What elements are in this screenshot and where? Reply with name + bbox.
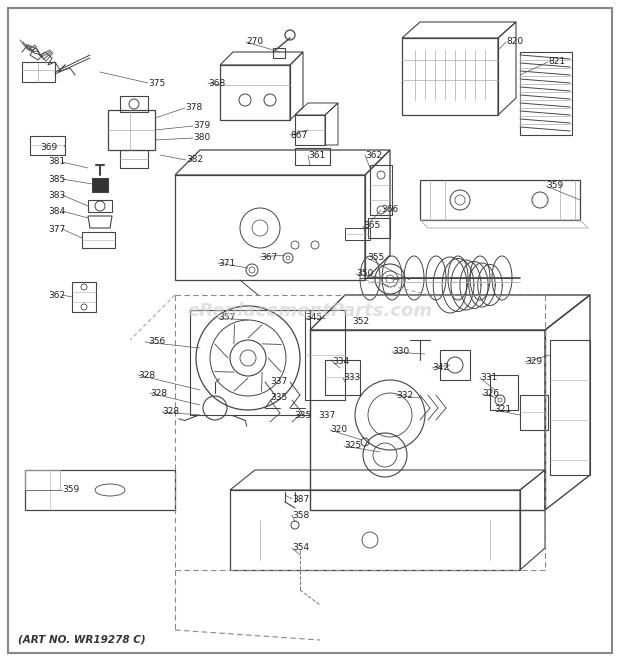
Text: 378: 378 xyxy=(185,104,202,112)
Text: 270: 270 xyxy=(246,38,263,46)
Text: 335: 335 xyxy=(270,393,287,403)
Text: 356: 356 xyxy=(148,338,166,346)
Text: 337: 337 xyxy=(318,412,335,420)
Text: 362: 362 xyxy=(365,151,382,159)
Text: 331: 331 xyxy=(480,373,497,383)
Text: 368: 368 xyxy=(208,79,225,87)
Text: 326: 326 xyxy=(482,389,499,399)
Text: 345: 345 xyxy=(305,313,322,323)
Text: 358: 358 xyxy=(292,510,309,520)
Text: 359: 359 xyxy=(62,485,79,494)
Text: 362: 362 xyxy=(48,290,65,299)
Text: 366: 366 xyxy=(381,206,398,215)
Text: 382: 382 xyxy=(186,155,203,165)
Text: 867: 867 xyxy=(290,130,308,139)
Text: 342: 342 xyxy=(432,364,449,373)
Text: 321: 321 xyxy=(494,405,511,414)
Text: 325: 325 xyxy=(344,442,361,451)
Text: 334: 334 xyxy=(332,356,349,366)
Text: 337: 337 xyxy=(270,377,287,385)
Text: 385: 385 xyxy=(48,175,65,184)
Text: 380: 380 xyxy=(193,134,210,143)
Text: 355: 355 xyxy=(367,254,384,262)
Text: 354: 354 xyxy=(292,543,309,553)
Text: 820: 820 xyxy=(506,38,523,46)
Text: 330: 330 xyxy=(392,348,409,356)
Text: 333: 333 xyxy=(343,373,360,383)
Polygon shape xyxy=(92,178,108,192)
Text: 379: 379 xyxy=(193,122,210,130)
Text: 361: 361 xyxy=(308,151,326,159)
Text: 328: 328 xyxy=(162,407,179,416)
Text: 352: 352 xyxy=(352,317,369,327)
Text: 369: 369 xyxy=(40,143,57,151)
Text: 332: 332 xyxy=(396,391,413,399)
Text: 367: 367 xyxy=(260,253,277,262)
Text: 375: 375 xyxy=(148,79,166,87)
Text: 381: 381 xyxy=(48,157,65,167)
Text: 328: 328 xyxy=(138,371,155,379)
Text: 357: 357 xyxy=(218,313,235,323)
Text: 359: 359 xyxy=(546,182,563,190)
Text: eReplacementParts.com: eReplacementParts.com xyxy=(187,301,433,319)
Text: (ART NO. WR19278 C): (ART NO. WR19278 C) xyxy=(18,635,146,645)
Text: 329: 329 xyxy=(525,358,542,366)
Text: 821: 821 xyxy=(548,58,565,67)
Text: 377: 377 xyxy=(48,225,65,233)
Text: 320: 320 xyxy=(330,426,347,434)
Text: 384: 384 xyxy=(48,206,65,215)
Text: 387: 387 xyxy=(292,494,309,504)
Text: 383: 383 xyxy=(48,190,65,200)
Text: 328: 328 xyxy=(150,389,167,397)
Text: 335: 335 xyxy=(294,412,311,420)
Text: 371: 371 xyxy=(218,258,235,268)
Text: 350: 350 xyxy=(356,270,373,278)
Text: 365: 365 xyxy=(363,221,380,231)
